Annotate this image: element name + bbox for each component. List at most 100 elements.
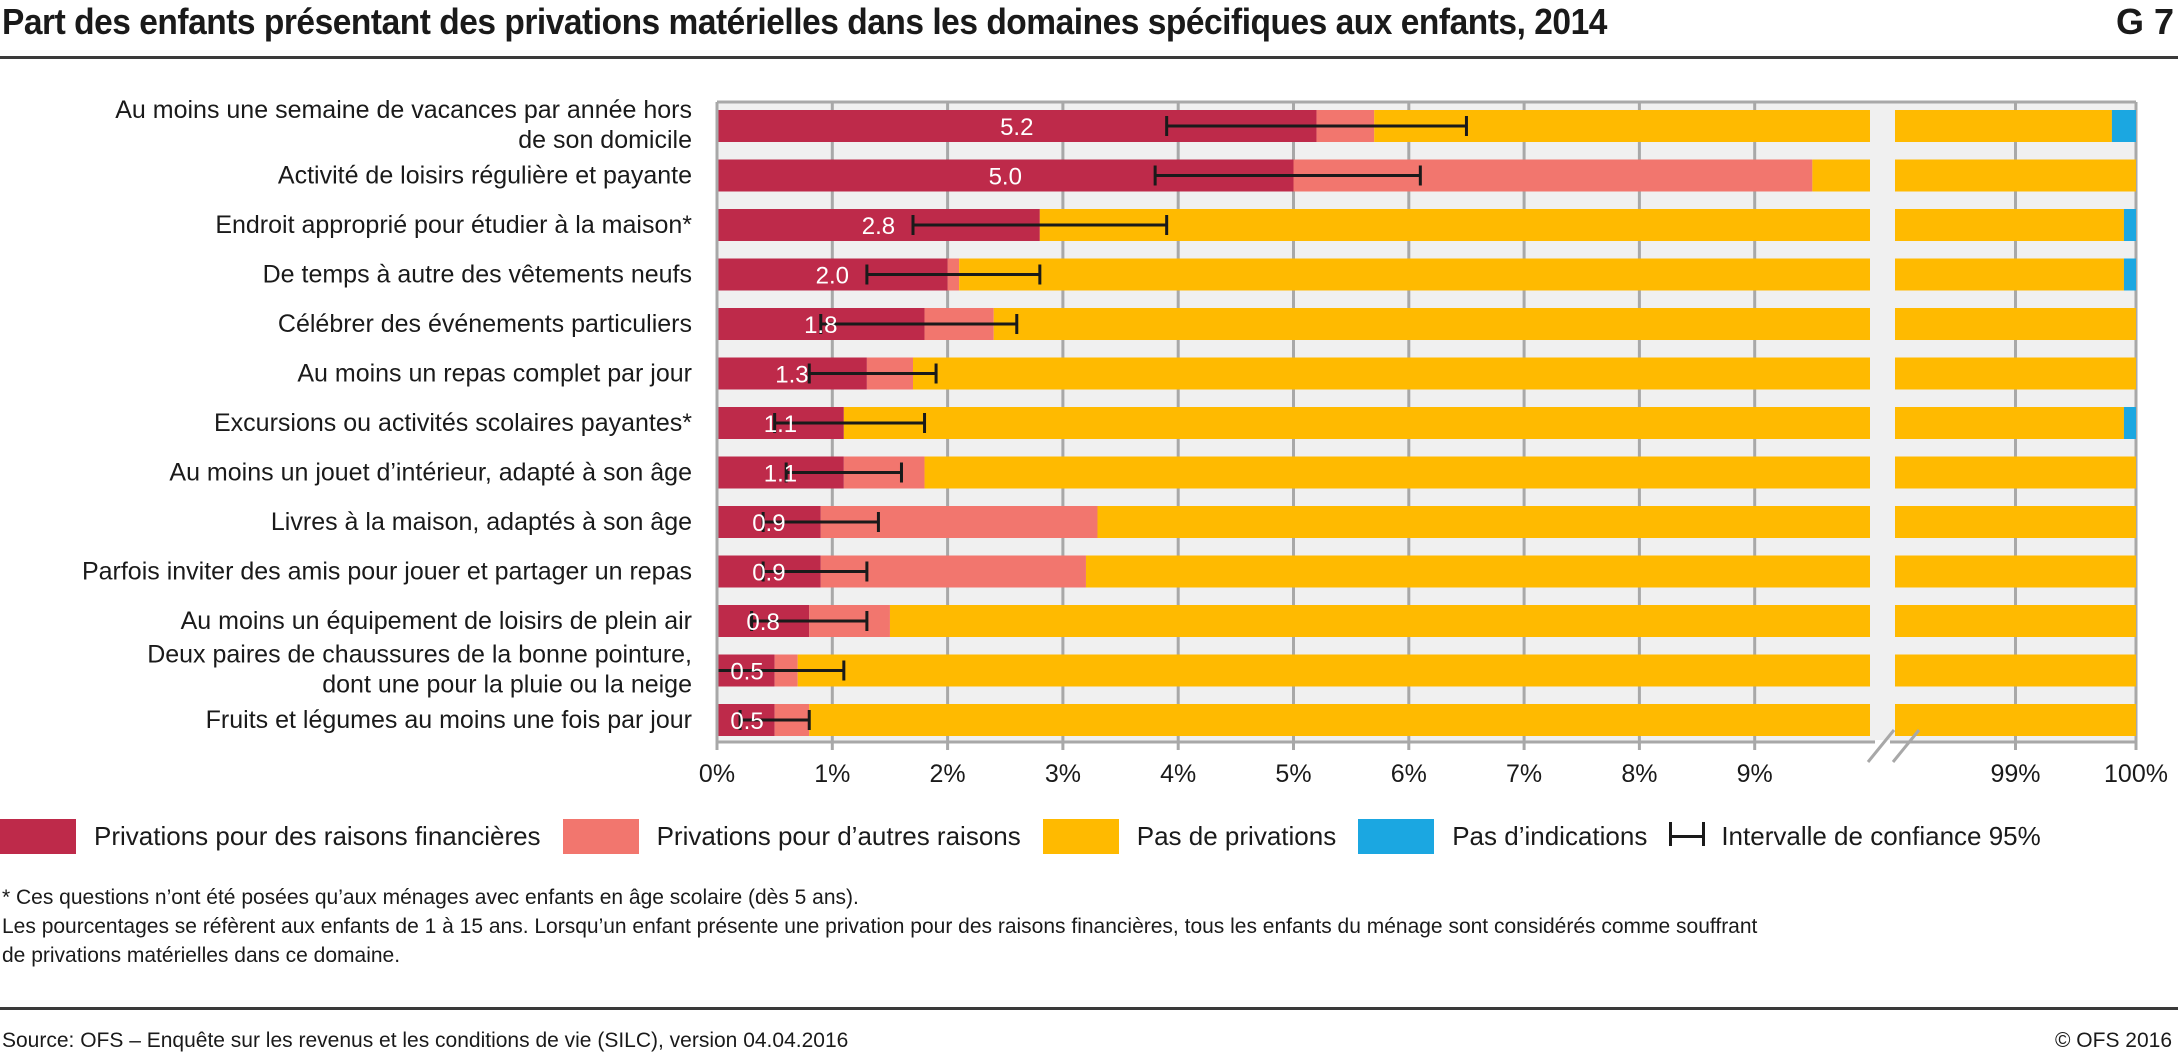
value-label: 1.8 <box>804 312 837 339</box>
legend-item-no-indication: Pas d’indications <box>1358 818 1648 854</box>
category-label: Célébrer des événements particuliers <box>278 310 692 338</box>
legend-swatch-other <box>562 818 639 854</box>
value-label: 0.9 <box>752 560 785 587</box>
category-label: Au moins un équipement de loisirs de ple… <box>181 607 692 635</box>
category-label: dont une pour la pluie ou la neige <box>322 671 692 699</box>
legend-label-none: Pas de privations <box>1136 820 1337 851</box>
legend-item-other: Privations pour d’autres raisons <box>562 818 1021 854</box>
x-tick-label: 4% <box>1160 760 1196 788</box>
bar-segment-none <box>924 456 1870 489</box>
bar-segment-none <box>1895 159 2136 192</box>
value-label: 2.8 <box>862 213 895 240</box>
legend-item-financial: Privations pour des raisons financières <box>0 818 541 854</box>
value-labels: 5.2 5.0 2.8 2.0 1.8 1.3 1.1 1.1 0.9 0.9 0.8 0.5 0.5 <box>730 114 1033 735</box>
bar-segment-none <box>1895 110 2112 142</box>
stacked-bar-chart: 5.25.02.82.01.81.31.11.10.90.90.80.50.5 … <box>82 96 2168 788</box>
graphic-number: G 7 <box>2115 1 2174 42</box>
legend-label-ci: Intervalle de confiance 95% <box>1721 820 2041 851</box>
legend-swatch-financial <box>0 818 76 854</box>
category-label: Excursions ou activités scolaires payant… <box>214 409 692 437</box>
category-label: Activité de loisirs régulière et payante <box>278 162 692 190</box>
category-label: Fruits et légumes au moins une fois par … <box>206 706 692 734</box>
x-tick-label: 99% <box>1990 760 2040 788</box>
bar-segment-none <box>1895 654 2136 687</box>
value-label: 0.5 <box>730 659 763 686</box>
bar-segment-none <box>843 407 1870 439</box>
bar-segment-none <box>1895 407 2124 439</box>
bottom-divider <box>0 1007 2178 1010</box>
value-label: 0.9 <box>752 510 785 537</box>
bar-segment-none <box>1895 456 2136 489</box>
category-label: Parfois inviter des amis pour jouer et p… <box>82 558 692 586</box>
bar-segment-no_indication <box>2111 110 2136 142</box>
x-tick-label: 2% <box>930 760 966 788</box>
bar-segment-none <box>1895 605 2136 637</box>
category-label: Au moins un jouet d’intérieur, adapté à … <box>169 459 692 487</box>
axis-break-mark <box>1891 729 1921 763</box>
copyright-text: © OFS 2016 <box>2054 1029 2172 1052</box>
category-label: de son domicile <box>518 126 692 154</box>
x-tick-label: 3% <box>1045 760 1081 788</box>
legend-item-none: Pas de privations <box>1042 818 1337 854</box>
bar-segment-none <box>993 308 1870 340</box>
chart-title: Part des enfants présentant des privatio… <box>2 1 1607 42</box>
axis-break-mark <box>1866 729 1896 763</box>
bar-segment-no_indication <box>2123 258 2136 291</box>
x-tick-label: 5% <box>1275 760 1311 788</box>
x-tick-label: 1% <box>814 760 850 788</box>
bar-segment-none <box>809 704 1870 736</box>
bar-segment-none <box>889 605 1870 637</box>
value-label: 5.2 <box>1000 114 1033 141</box>
category-label: Au moins un repas complet par jour <box>297 360 692 388</box>
value-label: 0.5 <box>730 708 763 735</box>
bar-segment-none <box>1097 506 1870 538</box>
legend-label-other: Privations pour d’autres raisons <box>656 820 1021 851</box>
category-label: Au moins une semaine de vacances par ann… <box>115 96 692 124</box>
note-percentages-cont: de privations matérielles dans ce domain… <box>2 944 401 967</box>
category-label: Endroit approprié pour étudier à la mais… <box>215 211 692 239</box>
legend-label-no-indication: Pas d’indications <box>1452 820 1648 851</box>
top-divider <box>0 56 2178 59</box>
bar-segment-none <box>1812 159 1870 192</box>
bar-segment-none <box>959 258 1870 291</box>
error-bar-icon <box>1669 822 1706 850</box>
x-tick-label: 8% <box>1621 760 1657 788</box>
legend-swatch-no-indication <box>1358 818 1435 854</box>
bar-segment-none <box>1895 506 2136 538</box>
legend-swatch-none <box>1042 818 1119 854</box>
legend-item-ci: Intervalle de confiance 95% <box>1669 820 2041 852</box>
bar-segment-none <box>1895 357 2136 390</box>
x-axis: 0% 1% 2% 3% 4% 5% 6% 7% 8% 9% 99% 100% <box>699 102 2168 788</box>
bar-segment-none <box>1039 209 1870 241</box>
bar-segment-none <box>797 654 1871 687</box>
bar-segment-no_indication <box>2123 407 2136 439</box>
bar-segment-none <box>913 357 1870 390</box>
x-tick-label: 7% <box>1506 760 1542 788</box>
bar-segment-no_indication <box>2123 209 2136 241</box>
category-label: Deux paires de chaussures de la bonne po… <box>147 641 692 669</box>
note-asterisk: * Ces questions n’ont été posées qu’aux … <box>2 886 859 909</box>
source-text: Source: OFS – Enquête sur les revenus et… <box>2 1029 849 1052</box>
value-label: 1.1 <box>764 411 797 438</box>
category-label: Livres à la maison, adaptés à son âge <box>271 508 692 536</box>
bar-segment-none <box>1895 704 2136 736</box>
value-label: 1.3 <box>775 362 808 389</box>
x-tick-label: 6% <box>1391 760 1427 788</box>
bar-segment-none <box>1895 308 2136 340</box>
x-tick-label: 0% <box>699 760 735 788</box>
x-tick-label: 9% <box>1737 760 1773 788</box>
value-label: 1.1 <box>764 461 797 488</box>
bar-segment-none <box>1895 258 2124 291</box>
value-label: 0.8 <box>746 609 779 636</box>
confidence-intervals <box>715 116 1468 730</box>
notes: * Ces questions n’ont été posées qu’aux … <box>2 883 1757 970</box>
note-percentages: Les pourcentages se réfèrent aux enfants… <box>2 915 1758 938</box>
bar-segment-none <box>1895 209 2124 241</box>
value-label: 5.0 <box>989 164 1022 191</box>
x-tick-label: 100% <box>2104 760 2168 788</box>
category-label: De temps à autre des vêtements neufs <box>263 261 692 289</box>
legend: Privations pour des raisons financières … <box>0 818 2063 854</box>
bar-segment-none <box>1085 555 1870 588</box>
category-labels: Au moins une semaine de vacances par ann… <box>82 96 692 734</box>
value-label: 2.0 <box>816 263 849 290</box>
